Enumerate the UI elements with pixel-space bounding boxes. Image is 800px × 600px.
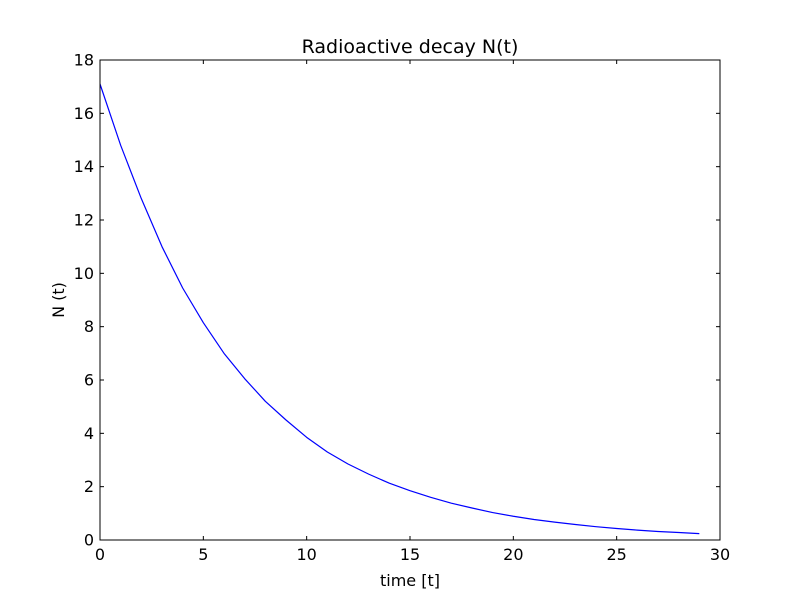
chart-title: Radioactive decay N(t) (302, 36, 519, 58)
x-tick-label: 0 (95, 545, 105, 564)
y-tick-label: 10 (74, 264, 94, 283)
series-line-0 (99, 83, 700, 535)
x-tick-label: 25 (606, 545, 626, 564)
x-axis-label: time [t] (380, 571, 440, 590)
x-tick-label: 10 (296, 545, 316, 564)
y-tick-label: 6 (84, 371, 94, 390)
y-axis-label: N (t) (49, 282, 68, 318)
x-tick-label: 20 (503, 545, 523, 564)
x-tick-label: 15 (400, 545, 420, 564)
plot-area-frame (99, 59, 721, 541)
x-tick-label: 5 (198, 545, 208, 564)
y-tick-label: 0 (84, 531, 94, 550)
y-tick-label: 8 (84, 317, 94, 336)
y-tick-label: 12 (74, 211, 94, 230)
y-tick-label: 14 (74, 157, 94, 176)
y-tick-label: 18 (74, 51, 94, 70)
y-tick-label: 2 (84, 477, 94, 496)
y-tick-label: 16 (74, 104, 94, 123)
x-tick-label: 30 (710, 545, 730, 564)
y-tick-label: 4 (84, 424, 94, 443)
